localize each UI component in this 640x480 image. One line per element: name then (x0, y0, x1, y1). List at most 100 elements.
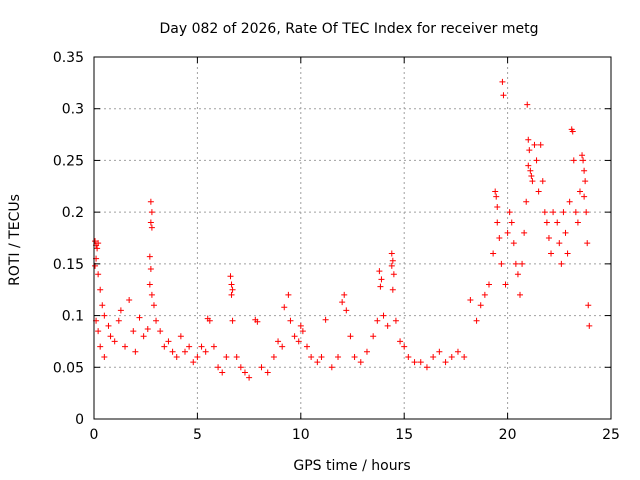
data-point (95, 271, 102, 278)
data-point (526, 147, 533, 154)
data-point (328, 364, 335, 371)
data-point (322, 316, 329, 323)
data-point (148, 209, 155, 216)
data-point (485, 281, 492, 288)
data-point (560, 209, 567, 216)
data-point (584, 240, 591, 247)
data-point (228, 281, 235, 288)
data-point (97, 286, 104, 293)
data-point (169, 348, 176, 355)
data-point (370, 333, 377, 340)
data-point (173, 353, 180, 360)
data-point (550, 209, 557, 216)
data-point (181, 348, 188, 355)
data-point (194, 353, 201, 360)
data-point (448, 353, 455, 360)
data-point (202, 348, 209, 355)
data-point (490, 250, 497, 257)
data-point (585, 302, 592, 309)
data-point (94, 245, 101, 252)
data-point (388, 250, 395, 257)
data-point (525, 162, 532, 169)
data-point (140, 333, 147, 340)
data-point (351, 353, 358, 360)
data-point (254, 318, 261, 325)
data-point (291, 333, 298, 340)
data-point (258, 364, 265, 371)
data-point (493, 193, 500, 200)
data-point (494, 203, 501, 210)
data-point (95, 240, 102, 247)
data-point (378, 276, 385, 283)
data-point (343, 307, 350, 314)
data-point (477, 302, 484, 309)
data-point (92, 238, 99, 245)
data-point (510, 240, 517, 247)
data-point (411, 359, 418, 366)
x-tick-label: 25 (602, 427, 620, 443)
chart-title: Day 082 of 2026, Rate Of TEC Index for r… (160, 21, 539, 37)
y-tick-label: 0.3 (62, 102, 84, 118)
data-point (374, 317, 381, 324)
data-point (498, 260, 505, 267)
data-point (279, 343, 286, 350)
data-point (405, 353, 412, 360)
data-point (524, 101, 531, 108)
data-point (502, 281, 509, 288)
data-point (461, 353, 468, 360)
data-point (377, 283, 384, 290)
data-point (492, 188, 499, 195)
data-point (576, 188, 583, 195)
data-point (241, 369, 248, 376)
data-point (115, 317, 122, 324)
data-point (504, 229, 511, 236)
data-point (105, 322, 112, 329)
data-point (198, 343, 205, 350)
grid (94, 57, 611, 419)
data-point (525, 136, 532, 143)
data-point (318, 353, 325, 360)
x-tick-label: 20 (499, 427, 517, 443)
x-tick-label: 0 (90, 427, 99, 443)
data-point (517, 291, 524, 298)
data-point (215, 364, 222, 371)
data-point (150, 302, 157, 309)
data-point (304, 343, 311, 350)
data-point (390, 271, 397, 278)
data-point (237, 364, 244, 371)
data-point (130, 328, 137, 335)
data-point (157, 328, 164, 335)
data-point (512, 260, 519, 267)
y-axis-title: ROTI / TECUs (7, 194, 23, 286)
data-point (107, 333, 114, 340)
data-point (148, 224, 155, 231)
data-point (537, 141, 544, 148)
data-point (136, 314, 143, 321)
data-point (264, 369, 271, 376)
x-tick-label: 10 (292, 427, 310, 443)
data-point (531, 141, 538, 148)
y-tick-label: 0.2 (62, 205, 84, 221)
data-point (423, 364, 430, 371)
data-point (270, 353, 277, 360)
data-point (580, 157, 587, 164)
data-point (144, 326, 151, 333)
data-point (527, 167, 534, 174)
data-point (556, 240, 563, 247)
data-point (467, 297, 474, 304)
data-point (95, 328, 102, 335)
data-point (583, 209, 590, 216)
data-point (417, 359, 424, 366)
data-point (388, 262, 395, 269)
data-point (147, 266, 154, 273)
data-point (219, 369, 226, 376)
data-point (384, 322, 391, 329)
data-point (545, 235, 552, 241)
data-point (111, 338, 118, 345)
data-point (529, 178, 536, 185)
data-point (165, 338, 172, 345)
data-point (528, 172, 535, 179)
data-point (122, 343, 129, 350)
data-point (564, 250, 571, 257)
